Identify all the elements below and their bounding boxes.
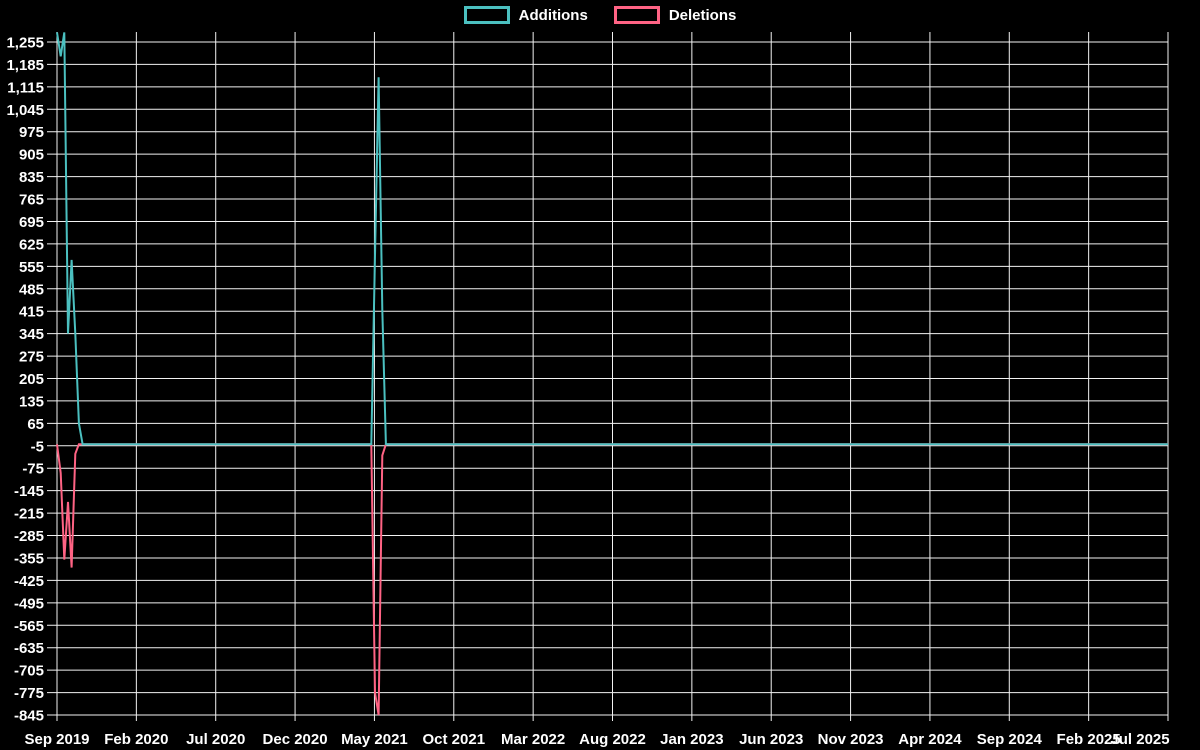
y-tick-label: 695 — [19, 214, 44, 231]
series-line-deletions — [56, 443, 1168, 716]
legend-item-deletions[interactable]: Deletions — [613, 6, 737, 24]
y-tick-label: 765 — [19, 192, 44, 209]
x-tick-label: Nov 2023 — [818, 731, 884, 748]
y-tick-label: -5 — [31, 438, 44, 455]
y-tick-label: -425 — [14, 573, 44, 590]
y-tick-label: 415 — [19, 304, 44, 321]
x-tick-label: Sep 2019 — [24, 731, 89, 748]
x-tick-label: Jan 2023 — [660, 731, 723, 748]
y-tick-label: 485 — [19, 281, 44, 298]
legend-label-deletions: Deletions — [668, 6, 737, 24]
y-tick-label: 135 — [19, 393, 44, 410]
y-tick-label: -775 — [14, 685, 44, 702]
chart-legend: Additions Deletions — [0, 6, 1200, 24]
x-tick-label: Sep 2024 — [977, 731, 1043, 748]
x-tick-label: Feb 2025 — [1057, 731, 1121, 748]
x-tick-label: Jul 2025 — [1110, 731, 1169, 748]
additions-swatch-icon — [463, 6, 510, 24]
x-tick-label: Dec 2020 — [263, 731, 328, 748]
x-tick-label: May 2021 — [341, 731, 408, 748]
y-tick-label: 1,045 — [6, 102, 44, 119]
x-tick-label: Apr 2024 — [898, 731, 962, 748]
y-tick-label: -845 — [14, 708, 44, 725]
x-tick-label: Jul 2020 — [186, 731, 245, 748]
y-tick-label: 555 — [19, 259, 44, 276]
series-line-additions — [56, 32, 1168, 446]
y-tick-label: -635 — [14, 640, 44, 657]
y-tick-label: -495 — [14, 595, 44, 612]
y-tick-label: 975 — [19, 124, 44, 141]
x-tick-label: Aug 2022 — [579, 731, 646, 748]
y-tick-label: 835 — [19, 169, 44, 186]
y-tick-label: -75 — [22, 461, 44, 478]
legend-label-additions: Additions — [518, 6, 588, 24]
y-tick-label: -565 — [14, 618, 44, 635]
y-tick-label: 345 — [19, 326, 44, 343]
y-tick-label: 1,185 — [6, 57, 44, 74]
y-tick-label: -285 — [14, 528, 44, 545]
y-tick-label: 65 — [27, 416, 44, 433]
x-tick-label: Mar 2022 — [501, 731, 565, 748]
y-tick-label: 205 — [19, 371, 44, 388]
x-tick-label: Jun 2023 — [739, 731, 803, 748]
y-tick-label: 905 — [19, 147, 44, 164]
y-tick-label: 1,255 — [6, 35, 44, 52]
y-tick-label: -355 — [14, 550, 44, 567]
legend-item-additions[interactable]: Additions — [463, 6, 588, 24]
y-tick-label: -215 — [14, 506, 44, 523]
x-tick-label: Oct 2021 — [423, 731, 486, 748]
y-tick-label: -705 — [14, 663, 44, 680]
y-tick-label: -145 — [14, 483, 44, 500]
deletions-swatch-icon — [613, 6, 660, 24]
y-tick-label: 275 — [19, 349, 44, 366]
y-tick-label: 1,115 — [7, 79, 44, 96]
x-tick-label: Feb 2020 — [104, 731, 168, 748]
y-tick-label: 625 — [19, 236, 44, 253]
